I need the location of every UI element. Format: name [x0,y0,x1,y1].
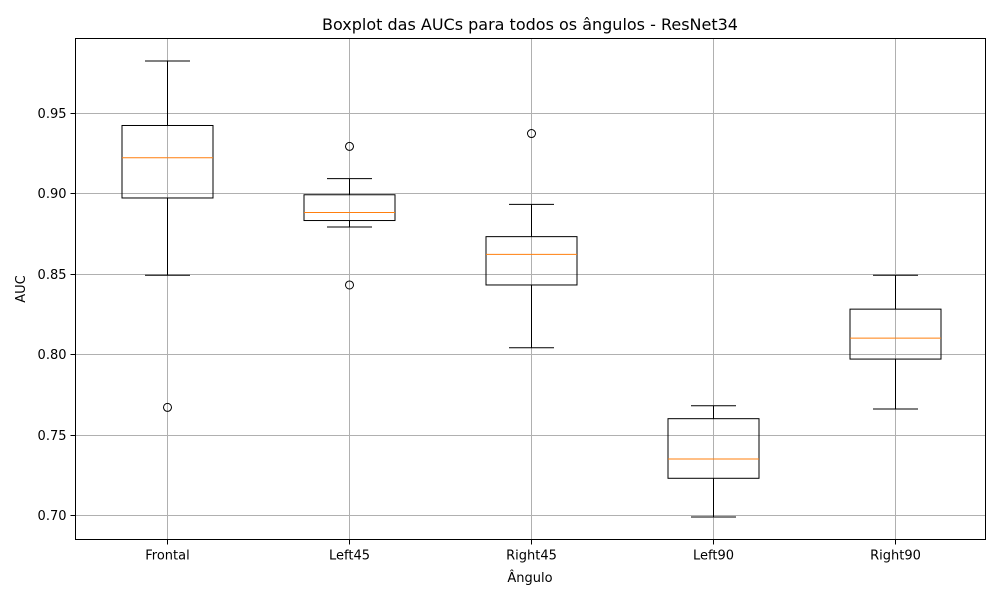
iqr-box [121,124,214,199]
y-axis-title: AUC [14,275,29,303]
outlier-point [345,280,354,290]
y-tick-label: 0.95 [38,107,67,122]
iqr-box [485,236,578,286]
box-group-frontal [121,60,214,412]
grid-layer [75,38,986,540]
box-layer [121,60,942,518]
y-tick-label: 0.70 [38,509,67,524]
y-tick-label: 0.75 [38,429,67,444]
box-group-left45 [303,141,396,290]
x-tick-label: Left90 [693,549,734,564]
plot-frame [75,38,986,540]
iqr-box [303,194,396,222]
x-tick-label: Left45 [329,549,370,564]
outlier-point [527,129,536,139]
y-tick-label: 0.90 [38,187,67,202]
x-tick-label: Right45 [506,549,557,564]
box-group-right90 [849,274,942,410]
y-tick-label: 0.85 [38,268,67,283]
tick-layer: 0.70 0.75 0.80 0.85 0.90 0.95 Frontal Left45 Rig… [38,107,921,564]
x-axis-title: Ângulo [507,570,552,586]
y-tick-label: 0.80 [38,348,67,363]
outlier-point [345,141,354,151]
box-group-left90 [667,405,760,518]
box-group-right45 [485,129,578,349]
iqr-box [849,308,942,360]
chart-title: Boxplot das AUCs para todos os ângulos -… [322,15,738,34]
outlier-point [163,402,172,412]
x-tick-label: Frontal [145,549,189,564]
x-tick-label: Right90 [870,549,921,564]
iqr-box [667,418,760,479]
